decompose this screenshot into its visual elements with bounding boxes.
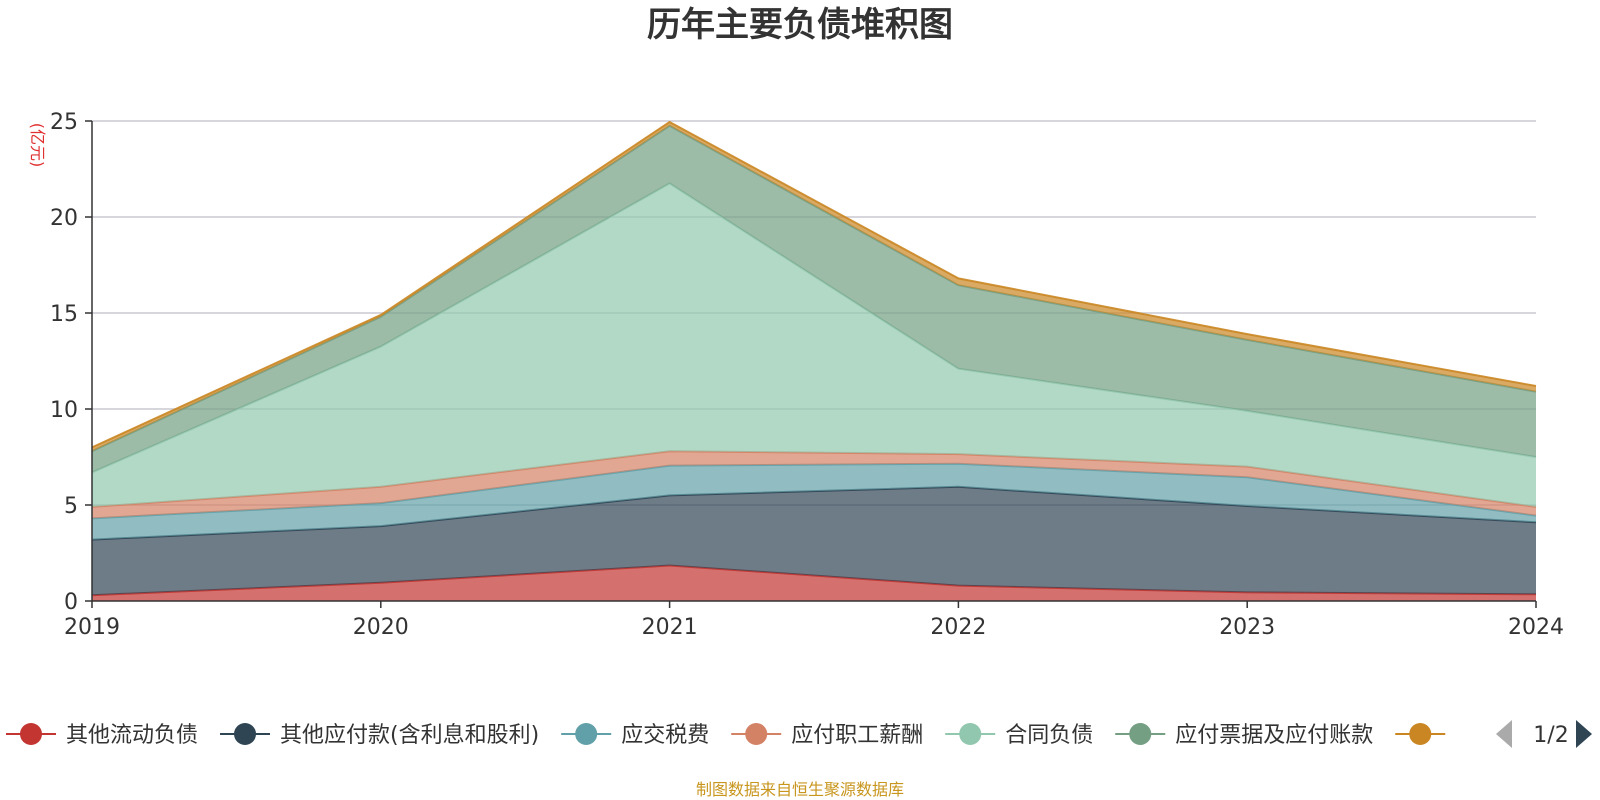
legend-item[interactable]: [1395, 723, 1446, 745]
area-4: [92, 183, 1536, 507]
axes: 0 5 10 15 20 25 2019 2020 2021 2022 2023 2024: [50, 110, 1564, 640]
area-0: [92, 565, 1536, 601]
y-tick-label: 10: [50, 398, 78, 423]
legend-marker: [959, 723, 982, 745]
y-tick-label: 5: [64, 494, 78, 519]
legend-marker: [1409, 723, 1432, 745]
area-1: [92, 486, 1536, 596]
legend-label: 其他流动负债: [66, 723, 198, 748]
area-3: [92, 451, 1536, 519]
x-tick-label: 2021: [642, 615, 698, 640]
prev-page-icon[interactable]: [1496, 720, 1512, 748]
legend-marker: [575, 723, 598, 745]
x-tick-label: 2019: [64, 615, 120, 640]
legend-page-indicator: 1/2: [1533, 723, 1568, 748]
legend-item[interactable]: 应交税费: [561, 723, 709, 748]
legend-marker: [1129, 723, 1152, 745]
legend-item[interactable]: 合同负债: [945, 723, 1093, 748]
x-tick-label: 2020: [353, 615, 409, 640]
legend-label: 应交税费: [621, 723, 709, 748]
area-5: [92, 125, 1536, 473]
legend-item[interactable]: 其他流动负债: [6, 723, 198, 748]
legend-marker: [234, 723, 257, 745]
legend-label: 其他应付款(含利息和股利): [280, 723, 539, 748]
chart-title: 历年主要负债堆积图: [647, 5, 953, 45]
legend-item[interactable]: 其他应付款(含利息和股利): [220, 723, 539, 748]
area-series: [91, 120, 1537, 601]
legend-item[interactable]: 应付职工薪酬: [731, 723, 923, 748]
legend-label: 合同负债: [1005, 723, 1093, 748]
x-tick-label: 2024: [1508, 615, 1564, 640]
legend-item[interactable]: 应付票据及应付账款: [1115, 723, 1373, 748]
y-tick-label: 0: [64, 590, 78, 615]
y-axis-unit: (亿元): [28, 123, 47, 168]
legend: 其他流动负债 其他应付款(含利息和股利) 应交税费 应付职工薪酬 合同负债 应付票据及应付…: [6, 720, 1592, 748]
x-tick-label: 2022: [930, 615, 986, 640]
y-tick-label: 25: [50, 110, 78, 135]
legend-marker: [745, 723, 768, 745]
y-tick-label: 20: [50, 206, 78, 231]
x-tick-label: 2023: [1219, 615, 1275, 640]
area-2: [92, 463, 1536, 540]
legend-pager: 1/2: [1496, 720, 1592, 748]
area-edge-6: [91, 120, 1537, 449]
source-note: 制图数据来自恒生聚源数据库: [696, 780, 904, 799]
legend-marker: [20, 723, 42, 745]
y-tick-label: 15: [50, 302, 78, 327]
legend-label: 应付票据及应付账款: [1175, 723, 1373, 748]
next-page-icon[interactable]: [1576, 720, 1592, 748]
legend-label: 应付职工薪酬: [791, 723, 923, 748]
